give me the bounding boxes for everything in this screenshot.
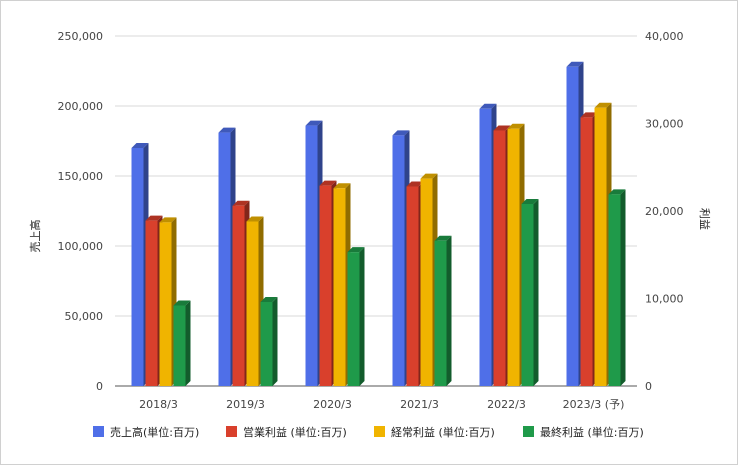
left-tick-label: 250,000 xyxy=(58,30,104,43)
right-axis-title: 利益 xyxy=(698,208,712,230)
legend-label: 営業利益 (単位:百万) xyxy=(243,425,347,439)
category-label: 2022/3 xyxy=(487,398,526,411)
legend-item: 営業利益 (単位:百万) xyxy=(226,425,347,439)
right-tick-label: 20,000 xyxy=(645,205,684,218)
left-tick-label: 100,000 xyxy=(58,240,104,253)
right-tick-label: 0 xyxy=(645,380,652,393)
bar xyxy=(173,300,191,386)
left-tick-label: 50,000 xyxy=(65,310,104,323)
right-axis-ticks: 0 10,000 20,000 30,000 40,000 xyxy=(645,30,684,393)
bar xyxy=(347,247,365,386)
grid xyxy=(115,35,637,387)
left-axis-ticks: 0 50,000 100,000 150,000 200,000 250,000 xyxy=(58,30,104,393)
category-label: 2021/3 xyxy=(400,398,439,411)
bar xyxy=(434,235,452,386)
category-label: 2019/3 xyxy=(226,398,265,411)
legend-label: 最終利益 (単位:百万) xyxy=(540,425,644,439)
bar xyxy=(246,216,264,386)
bar xyxy=(260,297,278,386)
legend-swatch xyxy=(523,426,534,437)
legend-swatch xyxy=(374,426,385,437)
category-label: 2020/3 xyxy=(313,398,352,411)
category-label: 2023/3 (予) xyxy=(563,398,625,411)
bar xyxy=(608,189,626,386)
left-tick-label: 200,000 xyxy=(58,100,104,113)
legend-label: 経常利益 (単位:百万) xyxy=(391,425,495,439)
left-tick-label: 0 xyxy=(96,380,103,393)
right-tick-label: 30,000 xyxy=(645,118,684,131)
legend-swatch xyxy=(93,426,104,437)
legend: 売上高(単位:百万) 営業利益 (単位:百万) 経常利益 (単位:百万) 最終利益 (… xyxy=(93,425,644,439)
legend-item: 経常利益 (単位:百万) xyxy=(374,425,495,439)
category-label: 2018/3 xyxy=(139,398,178,411)
bars xyxy=(131,61,626,387)
category-labels: 2018/3 2019/3 2020/3 2021/3 2022/3 2023/3 (予) xyxy=(139,398,624,411)
legend-label: 売上高(単位:百万) xyxy=(110,425,199,439)
legend-swatch xyxy=(226,426,237,437)
right-tick-label: 40,000 xyxy=(645,30,684,43)
left-tick-label: 150,000 xyxy=(58,170,104,183)
right-tick-label: 10,000 xyxy=(645,293,684,306)
legend-item: 最終利益 (単位:百万) xyxy=(523,425,644,439)
left-axis-title: 売上高 xyxy=(28,220,42,253)
bar xyxy=(521,199,539,386)
legend-item: 売上高(単位:百万) xyxy=(93,425,199,439)
